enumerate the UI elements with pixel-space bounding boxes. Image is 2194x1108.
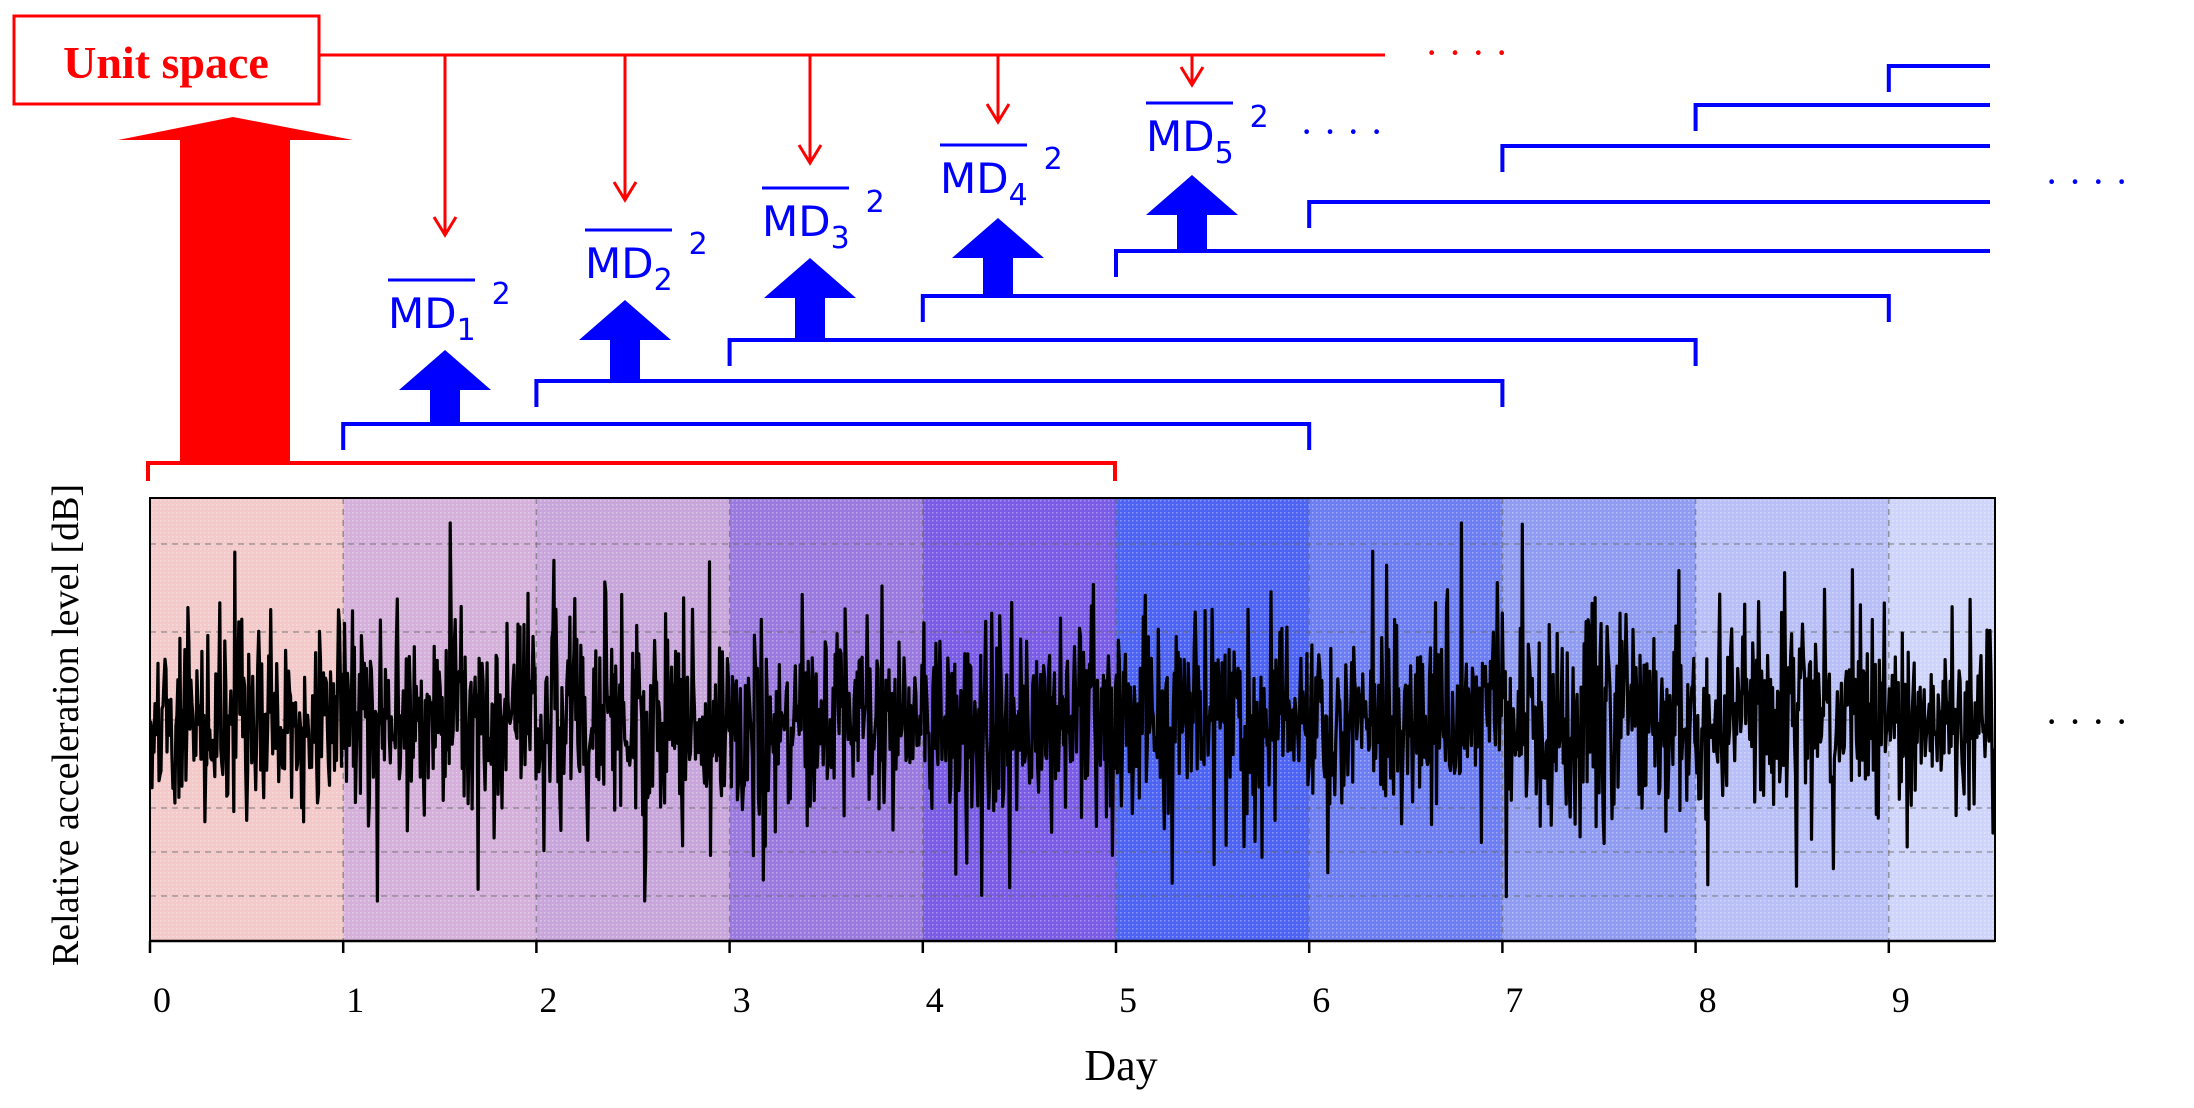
evaluation-window-7 bbox=[1500, 144, 1990, 172]
md2-subscript: 2 bbox=[654, 263, 673, 298]
md-arrows bbox=[399, 175, 1238, 424]
x-axis-label: Day bbox=[1084, 1041, 1157, 1090]
tick-label-3: 3 bbox=[733, 980, 751, 1020]
md4-subscript: 4 bbox=[1009, 178, 1028, 213]
tick-label-4: 4 bbox=[926, 980, 944, 1020]
tick-label-9: 9 bbox=[1892, 980, 1910, 1020]
evaluation-window-2 bbox=[534, 379, 1505, 407]
reference-arrowhead-4 bbox=[985, 103, 1011, 125]
acceleration-signal-line bbox=[150, 521, 1995, 903]
x-axis-ticks: 0 1 2 3 4 5 6 7 8 9 bbox=[148, 941, 1910, 1020]
md2-label: MD22 bbox=[585, 227, 708, 298]
tick-label-6: 6 bbox=[1312, 980, 1330, 1020]
evaluation-window-1 bbox=[341, 422, 1312, 450]
md-labels: MD12 MD22 MD32 MD42 MD52 · · · · bbox=[388, 100, 1383, 348]
md-arrow-5 bbox=[1146, 175, 1238, 251]
unit-space-label: Unit space bbox=[63, 37, 269, 88]
svg-text:MD22: MD22 bbox=[585, 227, 708, 298]
svg-text:MD32: MD32 bbox=[762, 185, 885, 256]
evaluation-window-brackets bbox=[341, 64, 1990, 450]
signal-ellipsis: · · · · bbox=[2045, 699, 2128, 744]
tick-label-2: 2 bbox=[539, 980, 557, 1020]
tick-label-8: 8 bbox=[1699, 980, 1717, 1020]
md-arrow-4 bbox=[952, 218, 1044, 296]
md3-base: MD bbox=[762, 197, 831, 246]
tick-label-5: 5 bbox=[1119, 980, 1137, 1020]
evaluation-window-6 bbox=[1307, 200, 1990, 228]
unit-space-window-bracket bbox=[146, 461, 1117, 481]
unit-space-ellipsis: · · · · bbox=[1425, 30, 1508, 75]
tick-label-0: 0 bbox=[153, 980, 171, 1020]
md-arrow-2 bbox=[579, 300, 671, 381]
md-arrow-3 bbox=[764, 258, 856, 340]
md-arrow-1 bbox=[399, 350, 491, 424]
md-ellipsis: · · · · bbox=[1300, 109, 1383, 154]
unit-space-group: Unit space · · · · bbox=[12, 14, 1508, 481]
reference-arrowhead-3 bbox=[797, 144, 823, 166]
md4-superscript: 2 bbox=[1044, 142, 1063, 177]
md5-subscript: 5 bbox=[1215, 136, 1234, 171]
unit-space-big-arrow bbox=[118, 117, 353, 463]
md5-base: MD bbox=[1146, 112, 1215, 161]
unit-space-box bbox=[12, 14, 321, 106]
svg-text:MD42: MD42 bbox=[940, 142, 1063, 213]
md5-label: MD52 bbox=[1146, 100, 1269, 171]
svg-text:MD12: MD12 bbox=[388, 277, 511, 348]
md3-subscript: 3 bbox=[831, 221, 850, 256]
md4-label: MD42 bbox=[940, 142, 1063, 213]
reference-arrowhead-1 bbox=[432, 216, 458, 238]
md1-subscript: 1 bbox=[457, 313, 476, 348]
reference-arrowhead-2 bbox=[612, 181, 638, 203]
tick-label-1: 1 bbox=[346, 980, 364, 1020]
evaluation-window-9 bbox=[1886, 64, 1990, 92]
md1-label: MD12 bbox=[388, 277, 511, 348]
md3-superscript: 2 bbox=[866, 185, 885, 220]
md2-superscript: 2 bbox=[689, 227, 708, 262]
md2-base: MD bbox=[585, 239, 654, 288]
evaluation-window-4 bbox=[920, 294, 1891, 322]
y-axis-label: Relative acceleration level [dB] bbox=[45, 484, 87, 966]
md3-label: MD32 bbox=[762, 185, 885, 256]
evaluation-window-5 bbox=[1114, 249, 1990, 277]
windows-ellipsis: · · · · bbox=[2045, 159, 2128, 204]
reference-arrows bbox=[432, 55, 1205, 238]
svg-text:MD52: MD52 bbox=[1146, 100, 1269, 171]
reference-arrowhead-5 bbox=[1179, 66, 1205, 88]
md1-base: MD bbox=[388, 289, 457, 338]
md5-superscript: 2 bbox=[1250, 100, 1269, 135]
md4-base: MD bbox=[940, 154, 1009, 203]
evaluation-window-3 bbox=[727, 338, 1698, 366]
evaluation-window-8 bbox=[1693, 103, 1990, 131]
md1-superscript: 2 bbox=[492, 277, 511, 312]
tick-label-7: 7 bbox=[1505, 980, 1523, 1020]
